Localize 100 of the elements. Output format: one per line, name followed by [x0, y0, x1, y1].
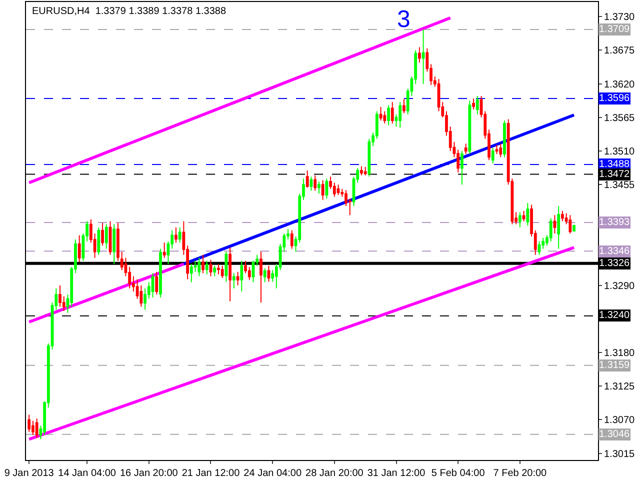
ref-line-label: 1.3472	[599, 169, 630, 180]
y-tick-label: 1.3675	[604, 46, 636, 57]
candlestick	[174, 226, 178, 244]
x-tick-label: 5 Feb 04:00	[431, 468, 486, 479]
y-tick-label: 1.3730	[604, 12, 636, 24]
candlestick	[503, 120, 506, 158]
candlestick	[220, 265, 224, 279]
candlestick	[101, 222, 104, 246]
candlestick	[468, 100, 472, 155]
candlestick	[224, 251, 228, 282]
candlestick	[58, 284, 62, 308]
ref-line-label: 1.3240	[599, 310, 630, 321]
candlestick	[35, 418, 38, 439]
candlestick	[379, 106, 382, 121]
x-tick-label: 28 Jan 20:00	[306, 468, 364, 479]
candlestick	[314, 174, 317, 192]
candlestick	[422, 28, 425, 84]
y-tick-label: 1.3180	[604, 348, 636, 360]
candlestick	[495, 144, 498, 155]
candlestick	[162, 242, 166, 258]
candlestick	[267, 265, 270, 282]
candlestick	[310, 176, 313, 192]
candlestick	[360, 166, 363, 176]
candlestick	[232, 272, 236, 289]
candlestick	[526, 202, 530, 226]
candlestick	[104, 224, 108, 250]
candlestick	[518, 212, 522, 228]
x-tick-label: 14 Jan 04:00	[58, 468, 116, 479]
x-tick-label: 24 Jan 04:00	[244, 468, 302, 479]
candlestick	[236, 271, 240, 286]
candlestick	[159, 248, 162, 298]
candlestick	[325, 178, 328, 200]
candlestick	[240, 260, 244, 292]
y-tick-label: 1.3290	[604, 280, 636, 292]
candlestick	[491, 147, 494, 164]
chart-title: EURUSD,H4 1.3379 1.3389 1.3378 1.3388	[32, 6, 226, 18]
ref-line-label: 1.3046	[599, 429, 630, 440]
candlestick	[472, 98, 475, 110]
candlestick	[213, 265, 216, 277]
candlestick	[116, 222, 120, 262]
candlestick	[572, 224, 576, 232]
candlestick	[390, 102, 394, 124]
ref-line-label: 1.3488	[599, 159, 630, 170]
ref-line-label: 1.3346	[599, 246, 630, 257]
x-tick-label: 7 Feb 20:00	[493, 468, 548, 479]
candlestick	[228, 246, 232, 302]
candlestick	[398, 102, 402, 128]
candlestick	[499, 143, 502, 158]
candlestick	[178, 226, 182, 244]
candlestick	[217, 263, 220, 275]
candlestick	[190, 263, 193, 283]
candlestick	[78, 234, 81, 263]
ref-line-label: 1.3709	[599, 24, 630, 35]
y-tick-label: 1.3510	[604, 146, 636, 158]
y-tick-label: 1.3015	[604, 448, 636, 460]
candlestick	[155, 271, 158, 296]
candlestick	[28, 414, 31, 432]
candlestick	[557, 205, 560, 250]
candlestick	[290, 230, 294, 250]
candlestick	[209, 259, 212, 277]
ref-line-label: 1.3326	[599, 258, 630, 269]
y-tick-label: 1.3125	[604, 382, 636, 393]
candlestick	[108, 220, 112, 256]
x-tick-label: 21 Jan 12:00	[182, 468, 240, 479]
ref-line-label: 1.3596	[599, 93, 630, 104]
candlestick	[260, 251, 262, 303]
candlestick	[97, 226, 100, 256]
candlestick	[549, 218, 552, 242]
candlestick	[263, 268, 266, 283]
candlestick	[198, 257, 201, 277]
candlestick	[205, 260, 208, 275]
candlestick	[112, 224, 116, 264]
ref-line-label: 1.3159	[599, 360, 630, 371]
x-tick-label: 9 Jan 2013	[4, 468, 54, 479]
annotation: 3	[397, 6, 410, 33]
candlestick	[561, 210, 564, 222]
candlestick	[383, 110, 386, 124]
candlestick	[553, 214, 556, 234]
candlestick	[364, 166, 367, 176]
candlestick	[321, 180, 324, 200]
x-tick-label: 31 Jan 12:00	[367, 468, 426, 479]
y-tick-label: 1.3070	[604, 415, 636, 426]
candlestick	[387, 104, 390, 126]
candlestick	[402, 98, 406, 114]
candlestick	[460, 150, 464, 186]
y-tick-label: 1.3620	[604, 79, 636, 90]
y-tick-label: 1.3455	[604, 180, 636, 192]
candlestick	[151, 272, 154, 298]
ref-line-label: 1.3393	[599, 217, 630, 228]
y-tick-label: 1.3565	[604, 112, 636, 124]
x-tick-label: 16 Jan 20:00	[120, 468, 178, 479]
candlestick	[476, 96, 479, 115]
candlestick	[418, 46, 421, 63]
candlestick	[336, 184, 340, 196]
candlestick	[538, 240, 541, 256]
candlestick	[464, 143, 468, 155]
candlestick	[202, 254, 204, 274]
candlestick	[306, 170, 309, 188]
candlestick	[568, 214, 572, 234]
candlestick	[318, 181, 320, 194]
